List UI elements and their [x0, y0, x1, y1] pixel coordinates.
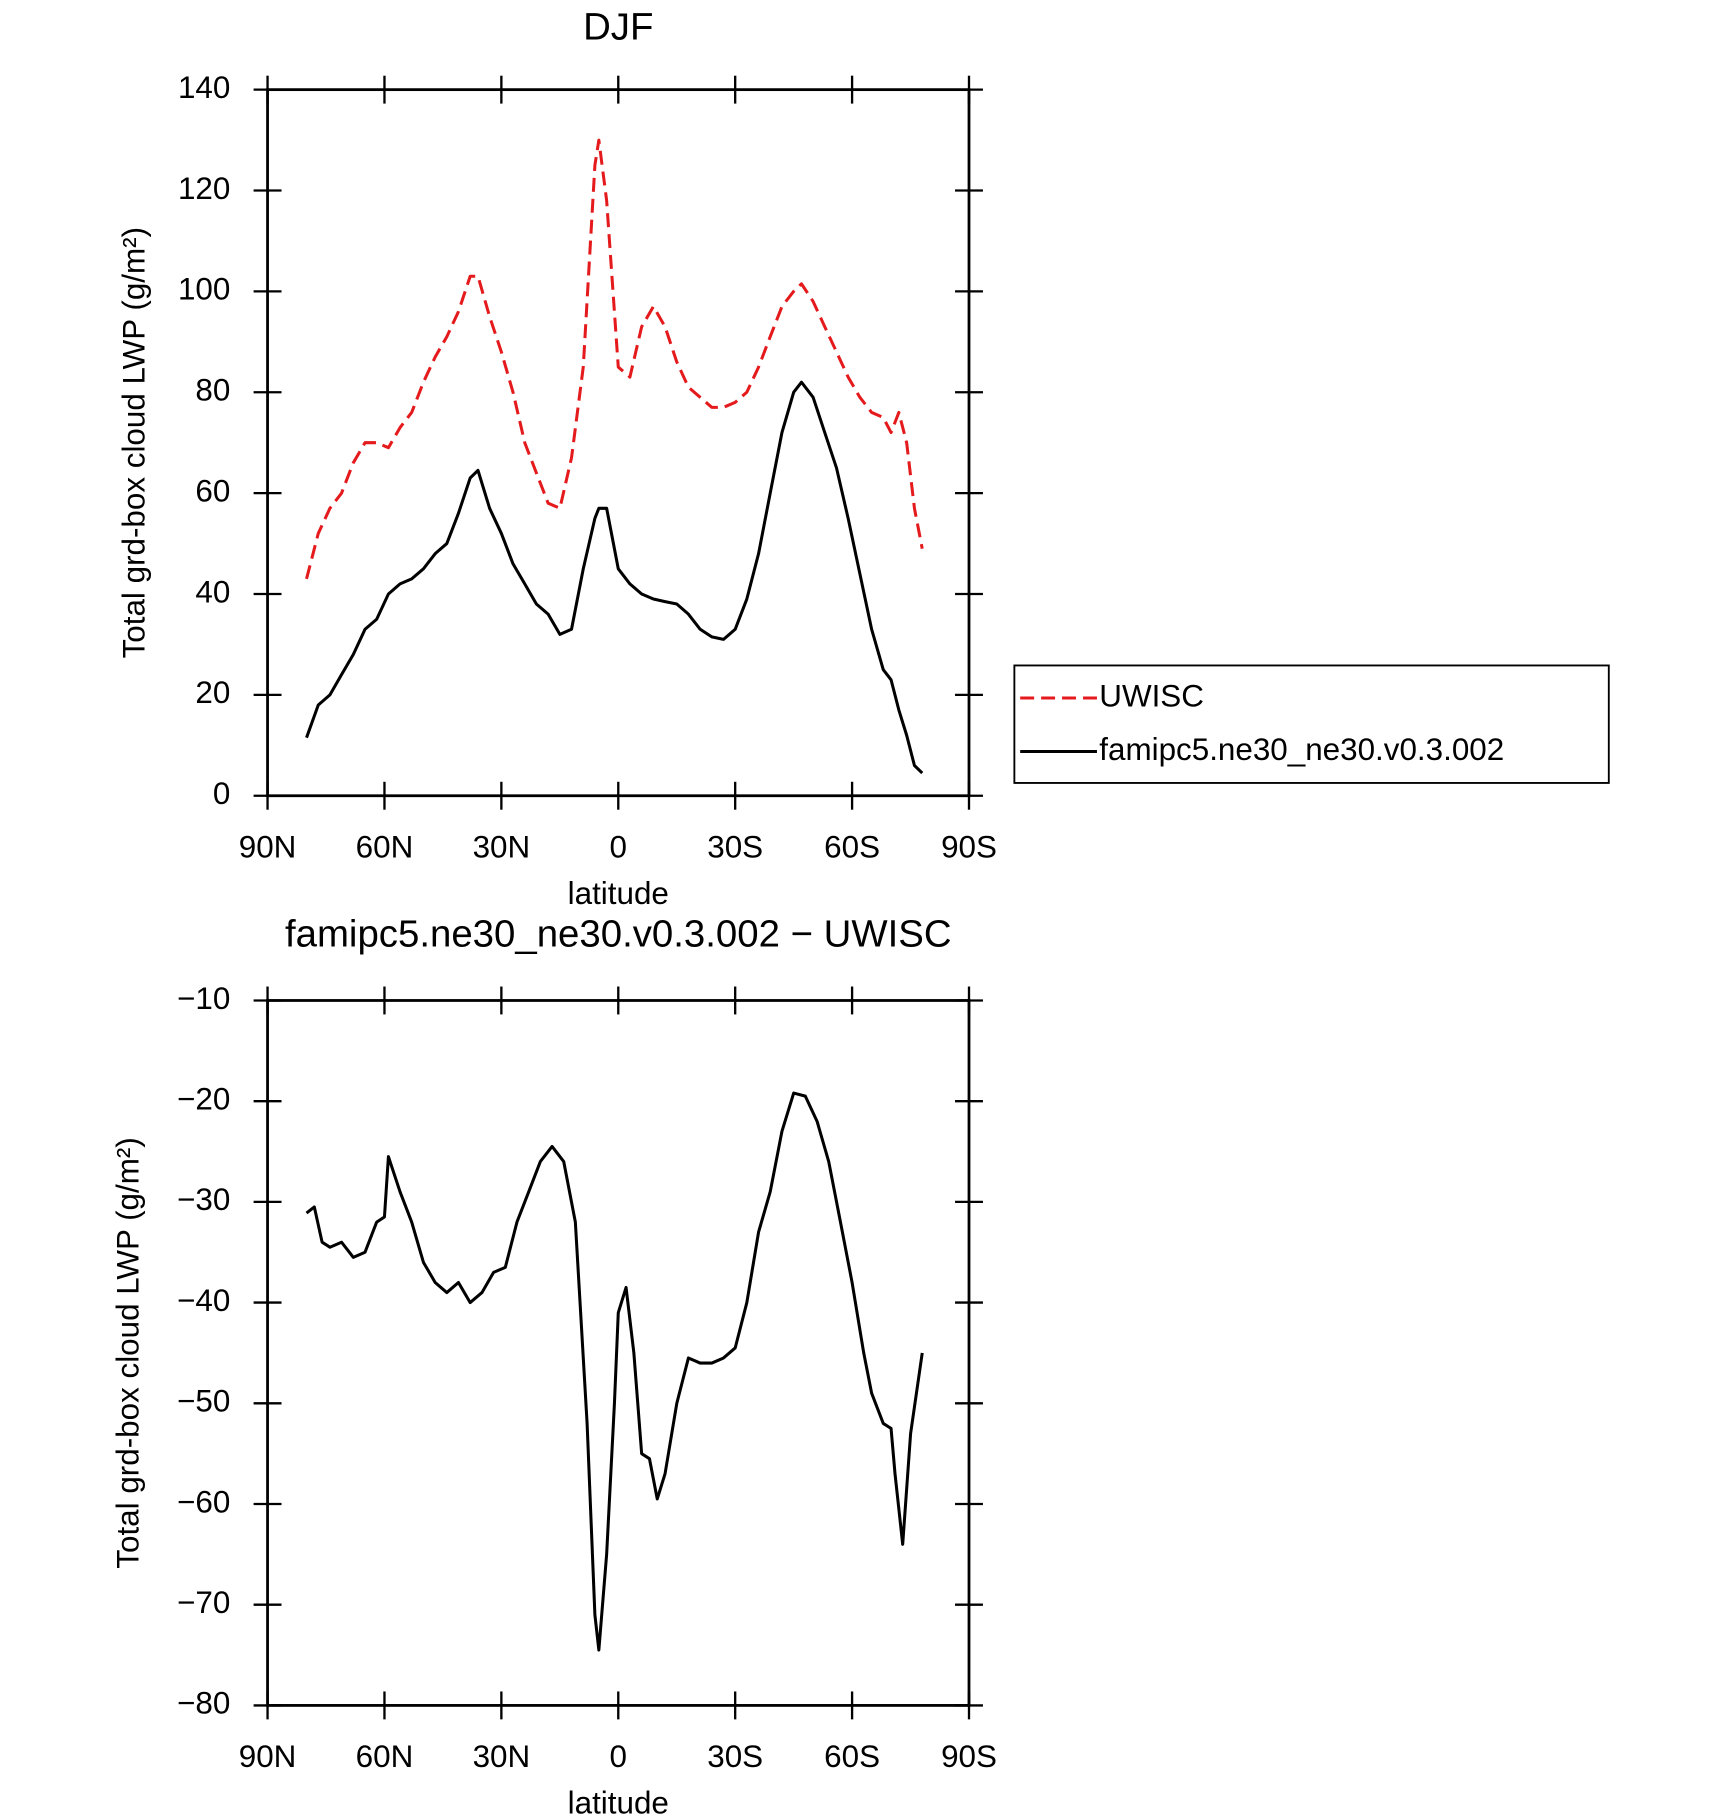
x-tick-label: 60S: [824, 1739, 880, 1774]
y-tick-label: 140: [178, 70, 230, 105]
series-line: [305, 380, 924, 775]
y-tick-label: 100: [178, 272, 230, 307]
legend-box: [1013, 664, 1610, 784]
y-tick-label: 120: [178, 171, 230, 206]
legend-label: UWISC: [1099, 678, 1204, 713]
chart-title: DJF: [583, 5, 653, 48]
legend: UWISC famipc5.ne30_ne30.v0.3.002: [1013, 664, 1610, 784]
x-tick-label: 0: [610, 830, 627, 865]
y-tick-label: −50: [177, 1384, 230, 1419]
y-tick-label: 0: [213, 776, 230, 811]
y-tick-label: −80: [177, 1686, 230, 1721]
x-tick-label: 90S: [941, 830, 997, 865]
x-axis-label: latitude: [568, 1786, 669, 1816]
x-tick-label: 90S: [941, 1739, 997, 1774]
x-tick-label: 30N: [473, 830, 531, 865]
y-tick-label: −40: [177, 1283, 230, 1318]
y-tick-label: −70: [177, 1585, 230, 1620]
y-axis-label: Total grd-box cloud LWP (g/m²): [116, 227, 151, 658]
y-tick-label: 20: [195, 675, 230, 710]
x-tick-label: 60N: [356, 1739, 414, 1774]
y-tick-label: −60: [177, 1484, 230, 1519]
x-tick-label: 30N: [473, 1739, 531, 1774]
x-tick-label: 60S: [824, 830, 880, 865]
x-tick-label: 30S: [707, 830, 763, 865]
y-tick-label: 80: [195, 373, 230, 408]
x-axis-label: latitude: [568, 876, 669, 911]
legend-label: famipc5.ne30_ne30.v0.3.002: [1099, 732, 1504, 767]
x-tick-label: 90N: [239, 1739, 297, 1774]
series-line: [305, 1091, 924, 1652]
y-tick-label: −10: [177, 981, 230, 1016]
chart-title: famipc5.ne30_ne30.v0.3.002 − UWISC: [285, 913, 952, 956]
y-tick-label: −30: [177, 1182, 230, 1217]
x-tick-label: 60N: [356, 830, 414, 865]
x-tick-label: 90N: [239, 830, 297, 865]
x-tick-label: 0: [610, 1739, 627, 1774]
y-axis-label: Total grd-box cloud LWP (g/m²): [111, 1137, 146, 1568]
x-tick-label: 30S: [707, 1739, 763, 1774]
y-tick-label: 40: [195, 574, 230, 609]
y-tick-label: 60: [195, 473, 230, 508]
y-tick-label: −20: [177, 1081, 230, 1116]
series-line: [305, 138, 924, 580]
